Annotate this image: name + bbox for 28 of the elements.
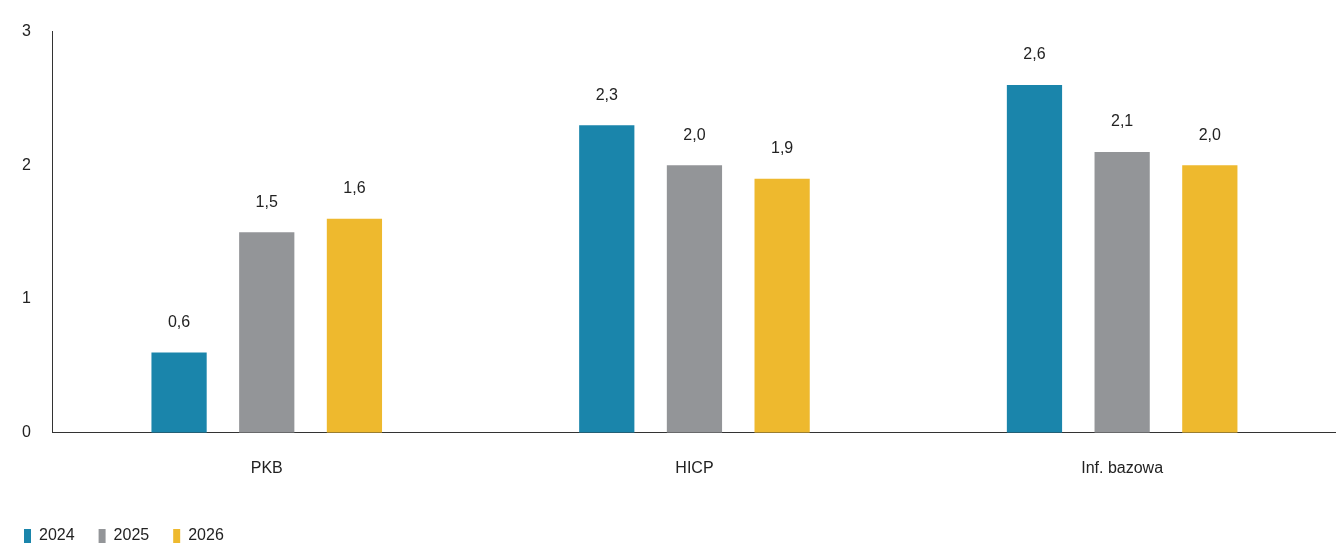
- bar: [579, 125, 635, 433]
- legend-label: 2025: [113, 526, 150, 544]
- bar: [151, 352, 207, 433]
- bar: [1182, 165, 1238, 433]
- x-tick-label: HICP: [675, 458, 714, 476]
- x-tick-label: Inf. bazowa: [1081, 458, 1164, 476]
- data-label: 1,6: [343, 179, 366, 197]
- data-label: 1,9: [771, 139, 794, 157]
- y-tick-label: 3: [21, 22, 31, 40]
- y-tick-label: 0: [21, 423, 31, 441]
- data-label: 1,5: [255, 192, 278, 210]
- bar: [239, 232, 295, 433]
- data-label: 2,1: [1111, 112, 1134, 130]
- y-tick-label: 1: [21, 289, 31, 307]
- legend-label: 2026: [188, 526, 224, 544]
- data-label: 2,3: [595, 85, 618, 103]
- data-label: 2,6: [1023, 45, 1046, 63]
- x-tick-label: PKB: [250, 458, 283, 476]
- bar: [1094, 151, 1150, 433]
- data-label: 2,0: [683, 125, 706, 143]
- bar: [326, 218, 383, 433]
- data-label: 0,6: [167, 312, 191, 330]
- data-label: 2,0: [1198, 125, 1222, 143]
- bar: [1006, 85, 1063, 433]
- bar: [754, 178, 810, 433]
- bar: [666, 165, 723, 433]
- y-tick-label: 2: [21, 155, 31, 173]
- legend-label: 2024: [39, 526, 75, 544]
